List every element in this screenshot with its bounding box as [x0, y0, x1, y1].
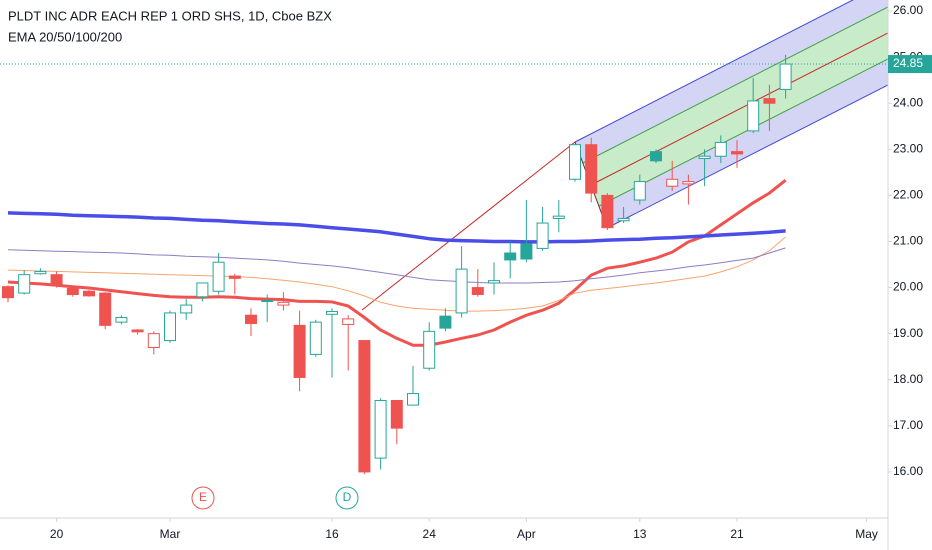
candle-body — [66, 287, 79, 295]
last-price-box — [888, 55, 932, 74]
candle-body — [763, 98, 776, 104]
y-tick-label: 22.00 — [893, 188, 923, 202]
ema-line — [7, 247, 786, 284]
x-tick-label: 13 — [633, 527, 647, 541]
candle-body — [374, 399, 387, 459]
y-tick-label: 21.00 — [893, 234, 923, 248]
candle-body — [147, 333, 160, 348]
candle-body — [358, 340, 371, 473]
candle-body — [261, 299, 274, 302]
candle-body — [34, 270, 47, 275]
y-tick-label: 24.00 — [893, 95, 923, 109]
candle-body — [714, 141, 727, 157]
candle-body — [326, 311, 338, 315]
candle-body — [50, 274, 63, 286]
y-tick-label: 17.00 — [893, 418, 923, 432]
candle-body — [407, 393, 419, 406]
y-tick-label: 26.00 — [893, 3, 923, 17]
candle-body — [196, 282, 209, 298]
candle-body — [390, 399, 403, 429]
x-tick-label: 21 — [730, 527, 744, 541]
y-tick-label: 19.00 — [893, 326, 923, 340]
candle-body — [488, 280, 500, 284]
event-label[interactable]: E — [199, 490, 207, 504]
event-marker[interactable] — [191, 486, 215, 510]
candle-body — [601, 194, 614, 229]
candle-body — [682, 181, 695, 185]
candle-body — [779, 63, 792, 90]
candle-body — [520, 243, 533, 260]
x-tick-label: 20 — [50, 527, 64, 541]
ema-line — [7, 236, 786, 312]
candle-body — [504, 252, 517, 261]
ema-line — [7, 211, 786, 244]
x-tick-label: 16 — [325, 527, 339, 541]
candle-body — [731, 151, 743, 155]
candle-body — [342, 318, 355, 325]
candle-body — [245, 314, 257, 325]
candle-body — [212, 261, 225, 292]
ema-line — [7, 179, 787, 347]
candle-body — [99, 292, 112, 326]
candle-body — [115, 317, 128, 323]
candle-body — [164, 312, 176, 342]
candle-body — [569, 144, 581, 180]
candle-body — [293, 324, 306, 378]
candle-body — [2, 286, 14, 299]
candle-body — [666, 178, 679, 187]
candle-body — [471, 287, 484, 295]
x-tick-label: May — [855, 527, 878, 541]
candle-body — [698, 155, 711, 160]
candle-body — [309, 321, 322, 355]
candle-body — [585, 144, 598, 194]
candle-body — [277, 301, 290, 306]
last-price-label: 24.85 — [893, 56, 923, 70]
candle-body — [439, 315, 452, 329]
y-tick-label: 18.00 — [893, 372, 923, 386]
candle-body — [617, 217, 630, 222]
pitchfork-drawing — [361, 0, 888, 311]
candle-body — [228, 275, 241, 279]
candle-body — [747, 100, 760, 132]
candle-body — [455, 268, 468, 314]
y-tick-label: 16.00 — [893, 464, 923, 478]
event-marker[interactable] — [335, 486, 359, 510]
candle-body — [18, 274, 31, 294]
chart-subtitle: EMA 20/50/100/200 — [8, 29, 122, 44]
candle-body — [83, 290, 95, 297]
x-tick-label: Mar — [160, 527, 181, 541]
candle-body — [633, 181, 646, 201]
y-tick-label: 20.00 — [893, 280, 923, 294]
event-label[interactable]: D — [343, 490, 352, 504]
candle-body — [180, 304, 193, 314]
candle-body — [423, 330, 436, 369]
x-tick-label: 24 — [423, 527, 437, 541]
candle-body — [536, 222, 549, 249]
candle-body — [552, 215, 565, 219]
x-tick-label: Apr — [517, 527, 536, 541]
y-tick-label: 23.00 — [893, 141, 923, 155]
candle-body — [131, 329, 144, 333]
chart-title: PLDT INC ADR EACH REP 1 ORD SHS, 1D, Cbo… — [8, 8, 332, 23]
candle-body — [650, 151, 662, 162]
